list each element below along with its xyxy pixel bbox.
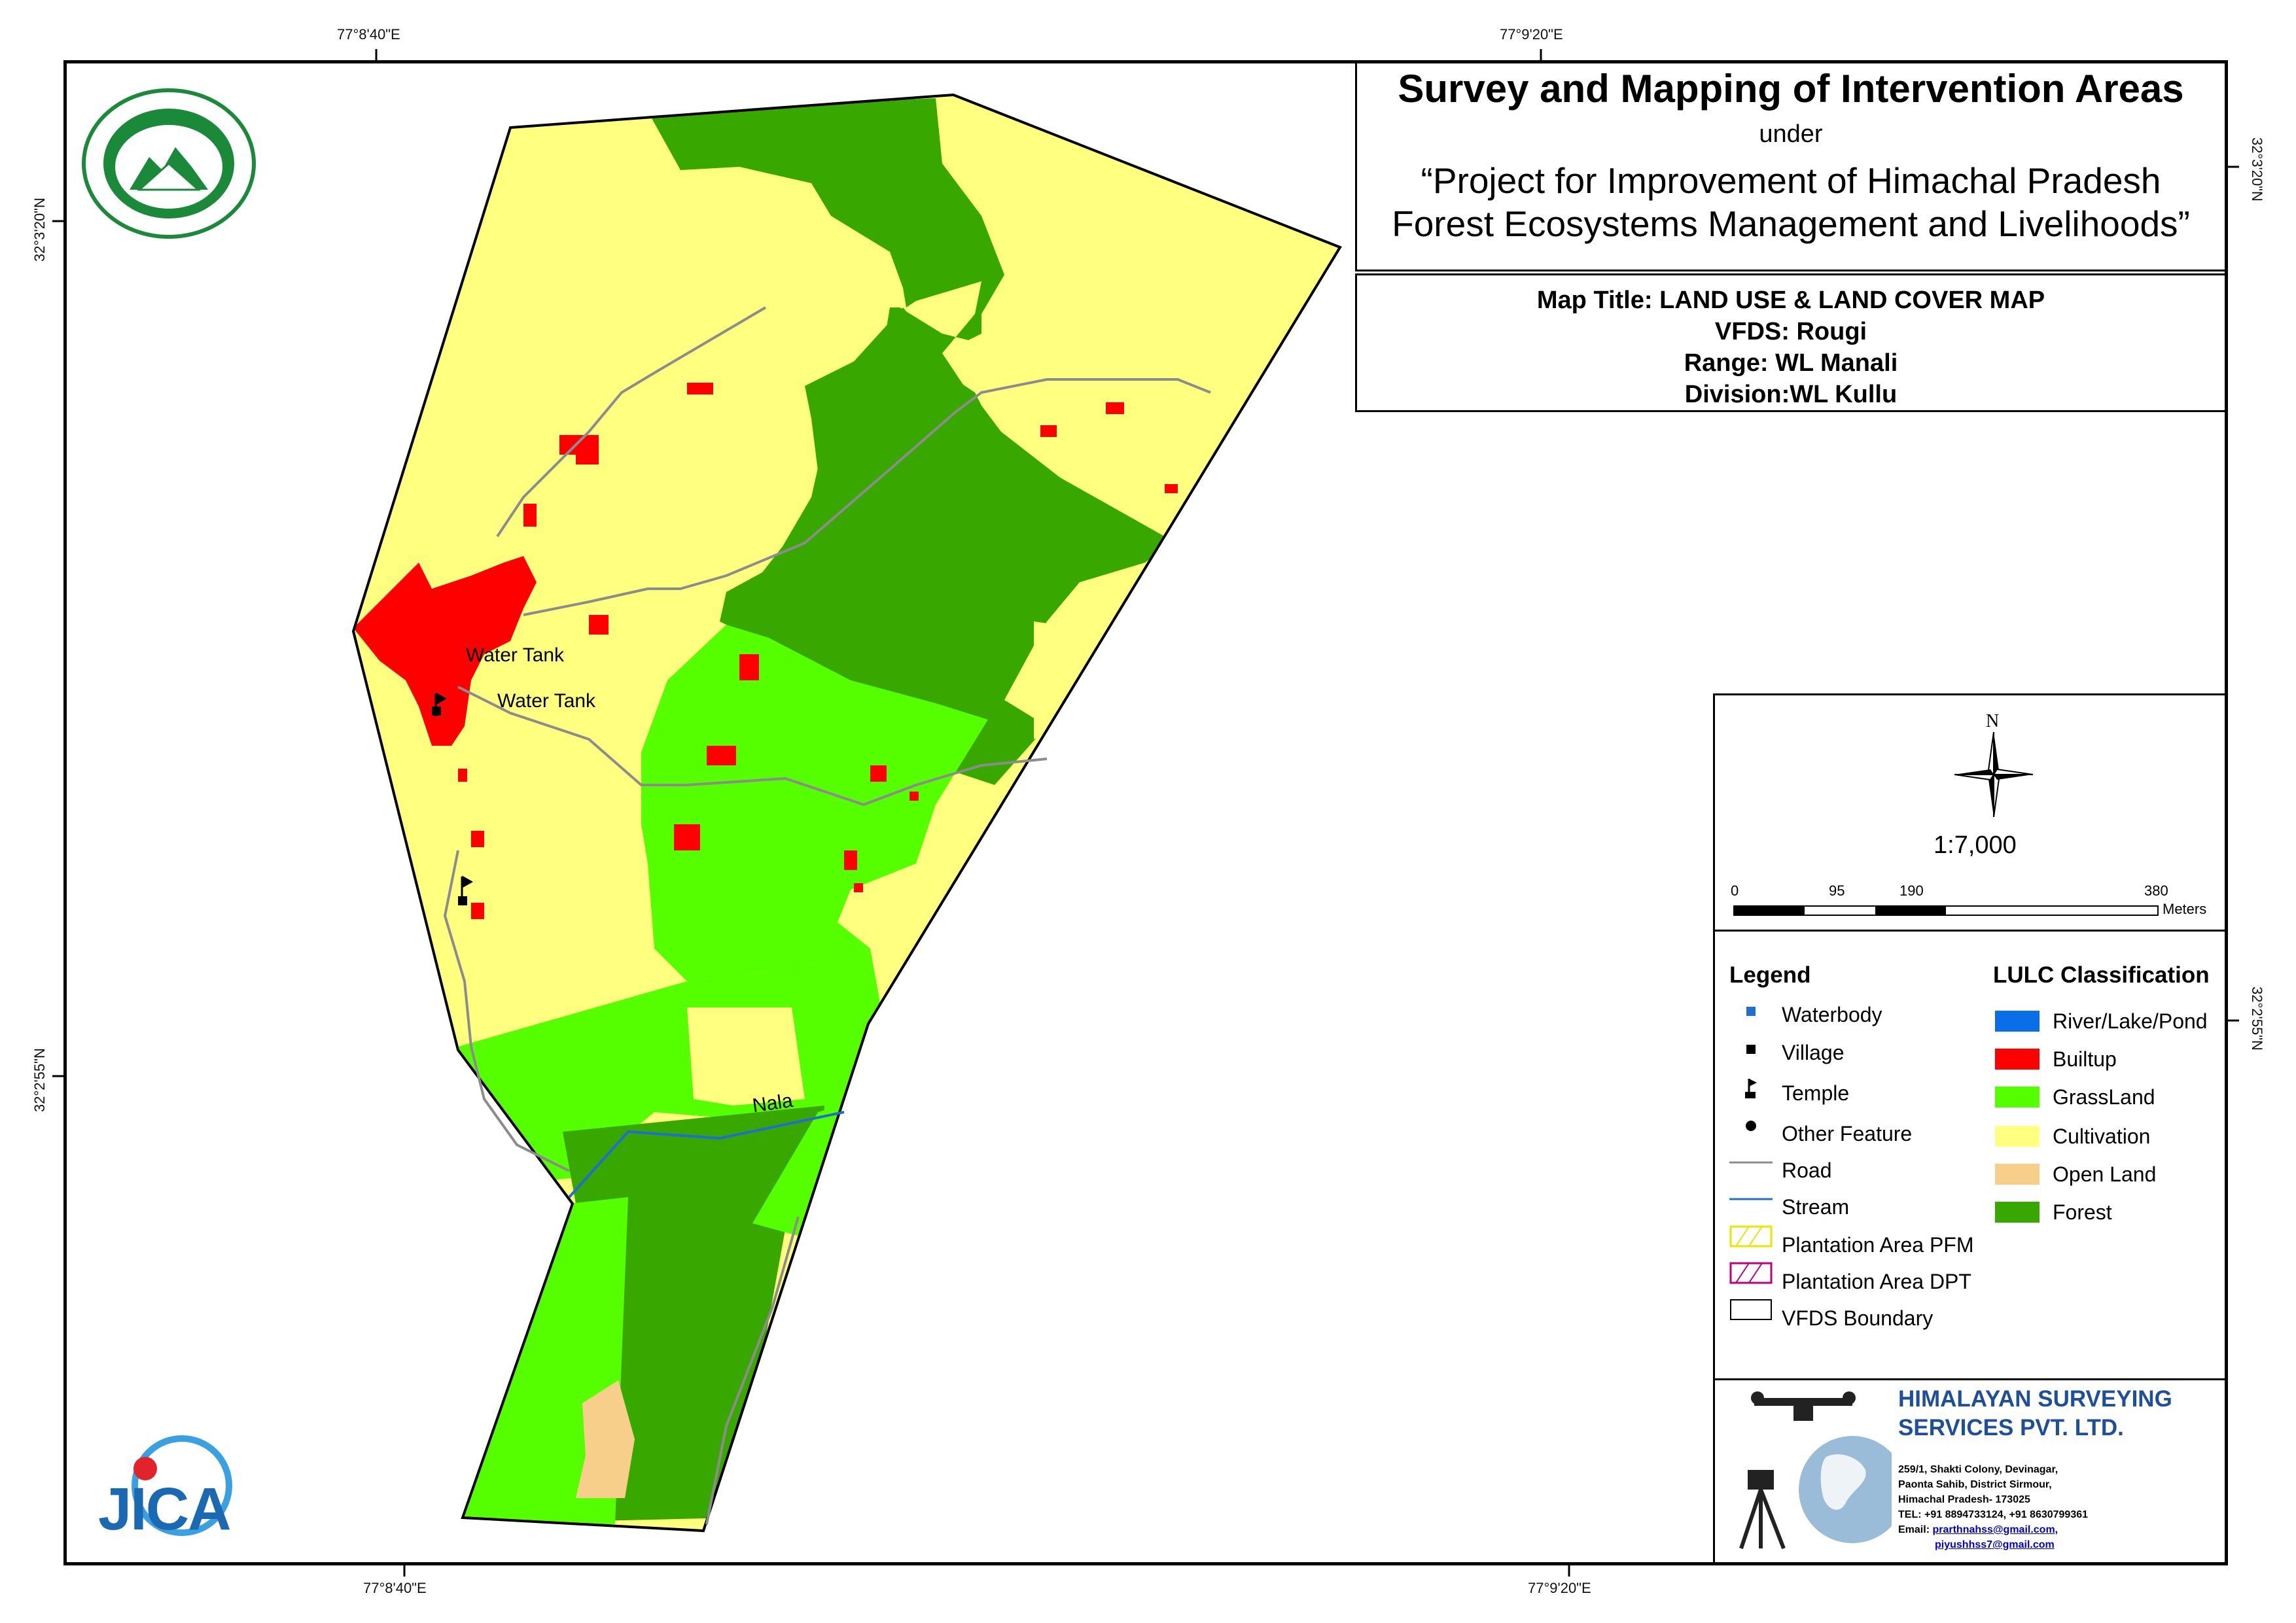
map-title: Map Title: LAND USE & LAND COVER MAP	[1536, 287, 2045, 314]
stream-nala	[568, 1111, 845, 1198]
coord-bottom-right: 77°9'20"E	[1528, 1580, 1591, 1596]
swatch-builtup	[1995, 1049, 2040, 1070]
scale-ratio: 1:7,000	[1934, 831, 2017, 859]
title-block: Survey and Mapping of Intervention Areas…	[1355, 63, 2225, 271]
range-name: Range: WL Manali	[1684, 349, 1898, 377]
legend-stream: Stream	[1782, 1195, 1850, 1219]
north-arrow-icon	[1954, 732, 2033, 817]
project-title-line2: Forest Ecosystems Management and Livelih…	[1392, 203, 2190, 244]
grassland-area-middle	[641, 625, 988, 981]
lulc-heading: LULC Classification	[1993, 962, 2210, 988]
square-black-icon	[1746, 1045, 1756, 1054]
map-info-block: Map Title: LAND USE & LAND COVER MAP VFD…	[1355, 273, 2225, 412]
temple-marker	[461, 875, 474, 899]
coord-bottom-left: 77°8'40"E	[363, 1580, 427, 1596]
lulc-cultivation: Cultivation	[2053, 1125, 2151, 1148]
legend-village: Village	[1782, 1041, 1845, 1064]
lulc-grassland: GrassLand	[2053, 1085, 2155, 1109]
legend-waterbody: Waterbody	[1782, 1003, 1882, 1026]
company-section: HIMALAYAN SURVEYING SERVICES PVT. LTD. 2…	[1715, 1378, 2225, 1564]
hatch-magenta-icon	[1729, 1262, 1773, 1284]
lulc-open-land: Open Land	[2053, 1162, 2157, 1186]
legend-plantation-pfm: Plantation Area PFM	[1782, 1233, 1974, 1257]
jica-wordmark: JICA	[98, 1476, 232, 1543]
roads	[443, 306, 1211, 1525]
email-link-1[interactable]: prarthnahss@gmail.com,	[1932, 1524, 2058, 1535]
lulc-map[interactable]	[67, 63, 2225, 1562]
company-name-line2: SERVICES PVT. LTD.	[1898, 1415, 2124, 1440]
main-title: Survey and Mapping of Intervention Areas	[1398, 67, 2184, 111]
open-land-area	[576, 1380, 635, 1498]
company-name: HIMALAYAN SURVEYING SERVICES PVT. LTD.	[1898, 1385, 2172, 1442]
flag-icon	[1745, 1079, 1757, 1098]
temple-marker	[434, 692, 448, 716]
builtup-areas	[353, 383, 1178, 919]
water-tank-label-2: Water Tank	[497, 690, 596, 712]
scale-tick-380: 380	[2144, 882, 2168, 899]
vfds-name: VFDS: Rougi	[1714, 318, 1867, 345]
square-blue-icon	[1746, 1007, 1756, 1016]
coord-top-right: 77°9'20"E	[1500, 26, 1563, 43]
village-marker	[458, 896, 467, 905]
surveying-logo-icon	[1739, 1391, 1892, 1550]
swatch-cultivation	[1995, 1126, 2040, 1147]
address-line3: Himachal Pradesh- 173025	[1898, 1494, 2030, 1505]
legend-other-feature: Other Feature	[1782, 1122, 1913, 1145]
scale-tick-95: 95	[1829, 882, 1845, 899]
legend-section: Legend LULC Classification Waterbody Vil…	[1715, 930, 2225, 1380]
swatch-open-land	[1995, 1164, 2040, 1185]
under-text: under	[1759, 120, 1823, 148]
company-tel: TEL: +91 8894733124, +91 8630799361	[1898, 1509, 2089, 1520]
address-line1: 259/1, Shakti Colony, Devinagar,	[1898, 1464, 2058, 1475]
swatch-river	[1995, 1011, 2040, 1032]
vfds-boundary	[351, 93, 1342, 1533]
hatch-yellow-icon	[1729, 1225, 1773, 1248]
swatch-forest	[1995, 1202, 2040, 1223]
company-name-line1: HIMALAYAN SURVEYING	[1898, 1386, 2172, 1412]
lulc-forest: Forest	[2053, 1200, 2112, 1224]
scale-tick-190: 190	[1899, 882, 1924, 899]
coord-top-left: 77°8'40"E	[337, 26, 400, 43]
lulc-river: River/Lake/Pond	[2053, 1009, 2208, 1033]
scale-tick-0: 0	[1731, 882, 1739, 899]
lulc-builtup: Builtup	[2053, 1047, 2117, 1071]
project-title: “Project for Improvement of Himachal Pra…	[1357, 159, 2225, 245]
outline-box-icon	[1730, 1299, 1772, 1320]
north-scale-section: N 1:7,000 0 95 190 380 Meters	[1715, 695, 2225, 932]
legend-temple: Temple	[1782, 1081, 1850, 1105]
jica-logo	[132, 1435, 232, 1536]
company-address: 259/1, Shakti Colony, Devinagar, Paonta …	[1898, 1462, 2088, 1552]
dot-icon	[1746, 1121, 1756, 1131]
address-line2: Paonta Sahib, District Sirmour,	[1898, 1479, 2052, 1490]
division-name: Division:WL Kullu	[1684, 381, 1898, 408]
right-panel: N 1:7,000 0 95 190 380 Meters Legend LUL…	[1713, 693, 2225, 1562]
north-letter: N	[1986, 711, 2000, 731]
water-tank-label-1: Water Tank	[466, 644, 565, 666]
legend-road: Road	[1782, 1159, 1832, 1182]
forest-department-seal-logo	[82, 88, 256, 239]
scale-bar	[1733, 905, 2159, 916]
legend-plantation-dpt: Plantation Area DPT	[1782, 1270, 1971, 1293]
legend-vfds-boundary: VFDS Boundary	[1782, 1306, 1934, 1330]
email-label: Email:	[1898, 1524, 1930, 1535]
project-title-line1: “Project for Improvement of Himachal Pra…	[1421, 160, 2161, 201]
swatch-grassland	[1995, 1087, 2040, 1108]
legend-heading: Legend	[1729, 962, 1811, 988]
legend-symbols	[1729, 1007, 1773, 1320]
email-link-2[interactable]: piyushhss7@gmail.com	[1935, 1539, 2055, 1550]
scale-unit: Meters	[2163, 901, 2207, 917]
